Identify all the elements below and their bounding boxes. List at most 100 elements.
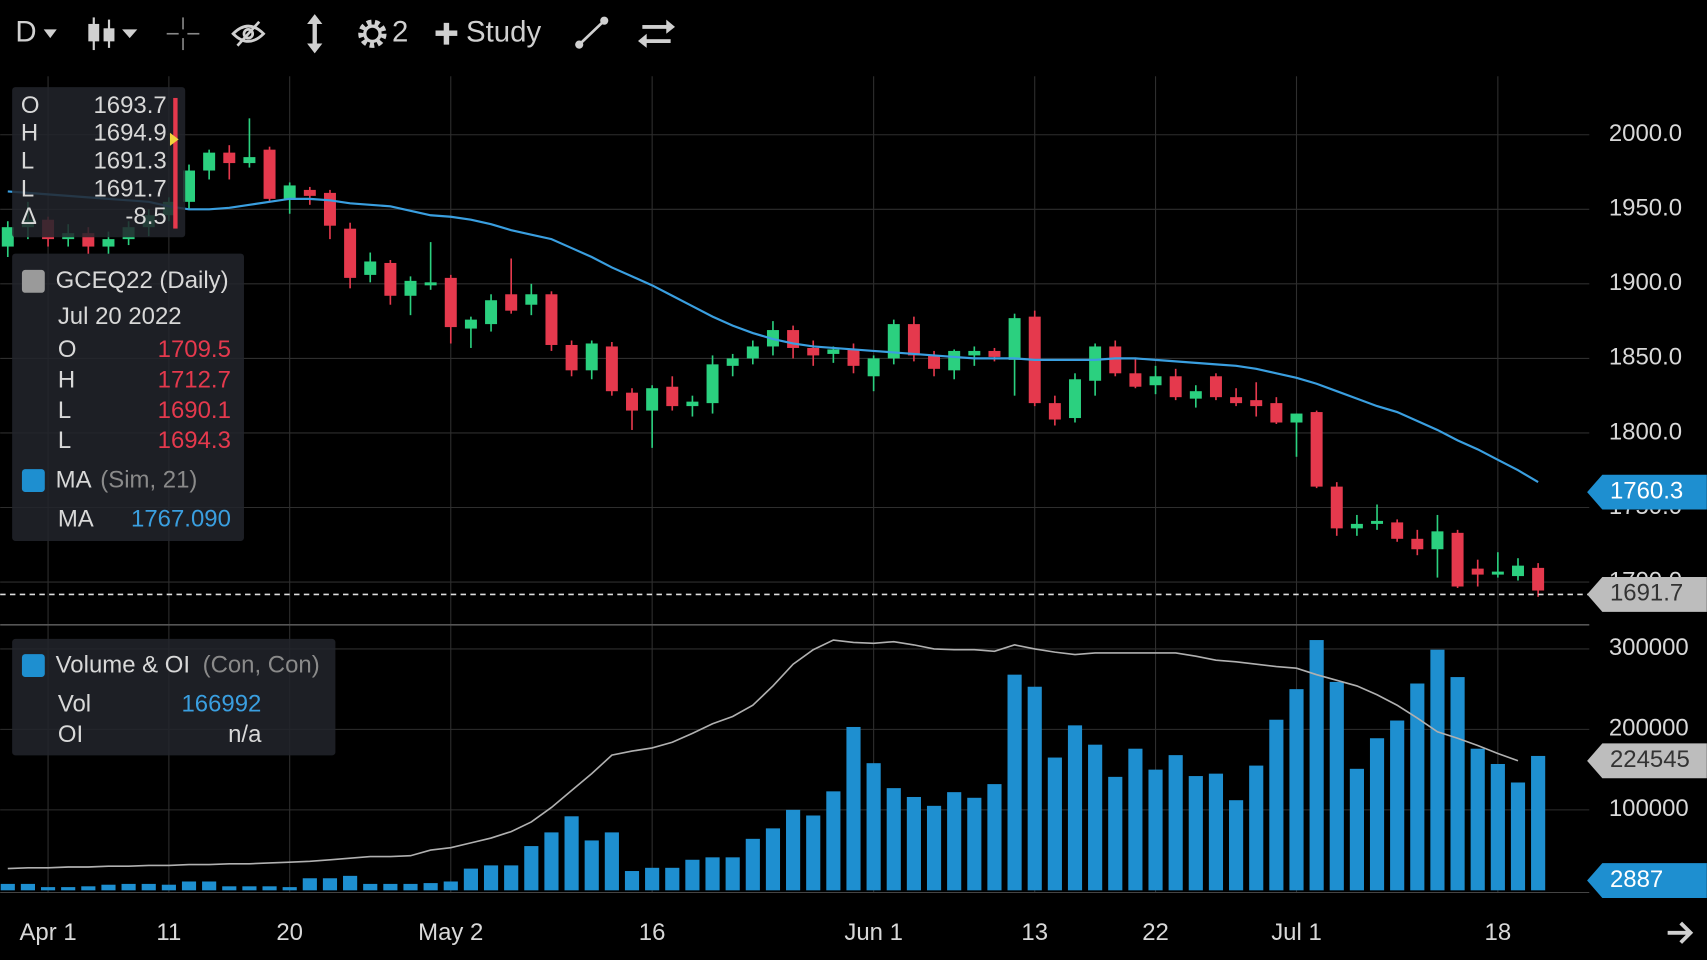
candle-body <box>847 349 860 366</box>
legend-label: H <box>58 366 75 393</box>
vol-label: Vol <box>58 691 91 718</box>
candle-body <box>404 280 417 296</box>
volume-bar <box>1309 640 1324 891</box>
x-tick-label: May 2 <box>418 919 483 946</box>
settings-button[interactable]: 2 <box>358 16 409 49</box>
y-tick-label: 1900.0 <box>1609 269 1682 296</box>
ma-name: MA <box>56 466 92 493</box>
x-tick-label: 20 <box>276 919 303 946</box>
volume-bar <box>1007 674 1022 891</box>
candle-body <box>988 350 1001 357</box>
volume-bar <box>302 878 317 891</box>
crosshair-button[interactable] <box>166 17 200 51</box>
toolbar: D 2 Study <box>15 14 675 54</box>
volume-bar <box>1168 755 1183 891</box>
volume-bar <box>604 832 619 891</box>
volume-bar <box>1470 748 1485 891</box>
candle-body <box>1350 523 1363 529</box>
oi-value: n/a <box>228 721 262 748</box>
volume-bar <box>524 846 539 891</box>
volume-bar <box>645 867 660 891</box>
volume-bar <box>544 832 559 891</box>
volume-bar <box>20 883 35 891</box>
candle-body <box>867 358 880 377</box>
candle-body <box>626 392 638 411</box>
compare-button[interactable] <box>637 19 675 48</box>
volume-bar <box>1369 738 1385 891</box>
x-tick-label: Jul 1 <box>1271 919 1322 946</box>
candle-body <box>303 189 316 196</box>
volume-bar <box>141 883 156 891</box>
chart-type-button[interactable] <box>88 17 138 51</box>
volume-bar <box>1490 763 1505 891</box>
ma-value: 1767.090 <box>131 506 231 533</box>
candle-body <box>364 261 377 275</box>
candle-body <box>585 343 598 371</box>
scale-button[interactable] <box>307 14 323 54</box>
scroll-right-button[interactable] <box>1667 921 1694 944</box>
legend-toggle[interactable] <box>21 469 45 492</box>
quote-value: 1691.3 <box>93 148 166 175</box>
quote-label: O <box>21 92 40 119</box>
y-tick-label: 1950.0 <box>1609 195 1682 222</box>
candle-body <box>384 262 397 296</box>
candle-body <box>907 324 920 356</box>
volume-bar <box>624 871 640 891</box>
legend-toggle[interactable] <box>21 654 45 678</box>
candle-body <box>1129 373 1142 387</box>
volume-bar <box>786 809 801 891</box>
candle-body <box>263 149 276 199</box>
y-tick-label: 1800.0 <box>1609 418 1682 445</box>
volume-bar <box>383 883 398 891</box>
study-button[interactable]: Study <box>435 16 542 49</box>
oi-label: OI <box>58 721 83 748</box>
candle-body <box>283 185 296 199</box>
x-tick-label: 22 <box>1142 919 1169 946</box>
interval-button[interactable]: D <box>15 16 36 49</box>
candle-body <box>1209 376 1222 398</box>
volume-bar <box>1450 677 1465 891</box>
volume-legend-title: Volume & OI <box>56 651 190 678</box>
volume-bar <box>806 815 821 891</box>
volume-bar <box>1188 776 1203 891</box>
volume-bar <box>101 884 116 891</box>
candle-body <box>1310 412 1323 487</box>
volume-bar <box>40 887 56 891</box>
y-tick-label: 200000 <box>1609 715 1689 742</box>
volume-bar <box>1269 719 1284 891</box>
candle-body <box>485 300 498 325</box>
y-tick-label: 300000 <box>1609 634 1689 661</box>
volume-bar <box>61 887 76 891</box>
volume-bar <box>463 868 478 891</box>
volume-bar <box>1027 686 1042 891</box>
volume-bar <box>926 805 942 891</box>
volume-bar <box>363 883 378 891</box>
volume-bar <box>1229 800 1244 891</box>
x-tick-label: Apr 1 <box>19 919 76 946</box>
x-tick-label: 16 <box>639 919 666 946</box>
candle-body <box>82 233 95 247</box>
volume-tag <box>1587 863 1707 898</box>
candle-body <box>1512 565 1524 577</box>
hide-button[interactable] <box>231 20 266 47</box>
candle-body <box>1149 376 1162 386</box>
candle-body <box>424 282 437 286</box>
candle-body <box>183 170 195 202</box>
volume-bar <box>826 791 841 891</box>
volume-bar <box>564 816 579 891</box>
volume-bar <box>1108 776 1123 891</box>
legend-toggle[interactable] <box>21 269 45 293</box>
x-tick-label: Jun 1 <box>844 919 903 946</box>
draw-button[interactable] <box>575 16 609 49</box>
y-tick-label: 100000 <box>1609 795 1689 822</box>
candle-body <box>928 355 941 369</box>
candle-body <box>323 192 336 226</box>
candle-body <box>1431 531 1444 550</box>
volume-bar <box>403 883 418 891</box>
volume-bar <box>0 883 15 891</box>
y-tick-label: 1850.0 <box>1609 344 1682 371</box>
quote-value: -8.5 <box>125 203 166 230</box>
ma-params: (Sim, 21) <box>100 466 197 493</box>
x-tick-label: 18 <box>1485 919 1512 946</box>
